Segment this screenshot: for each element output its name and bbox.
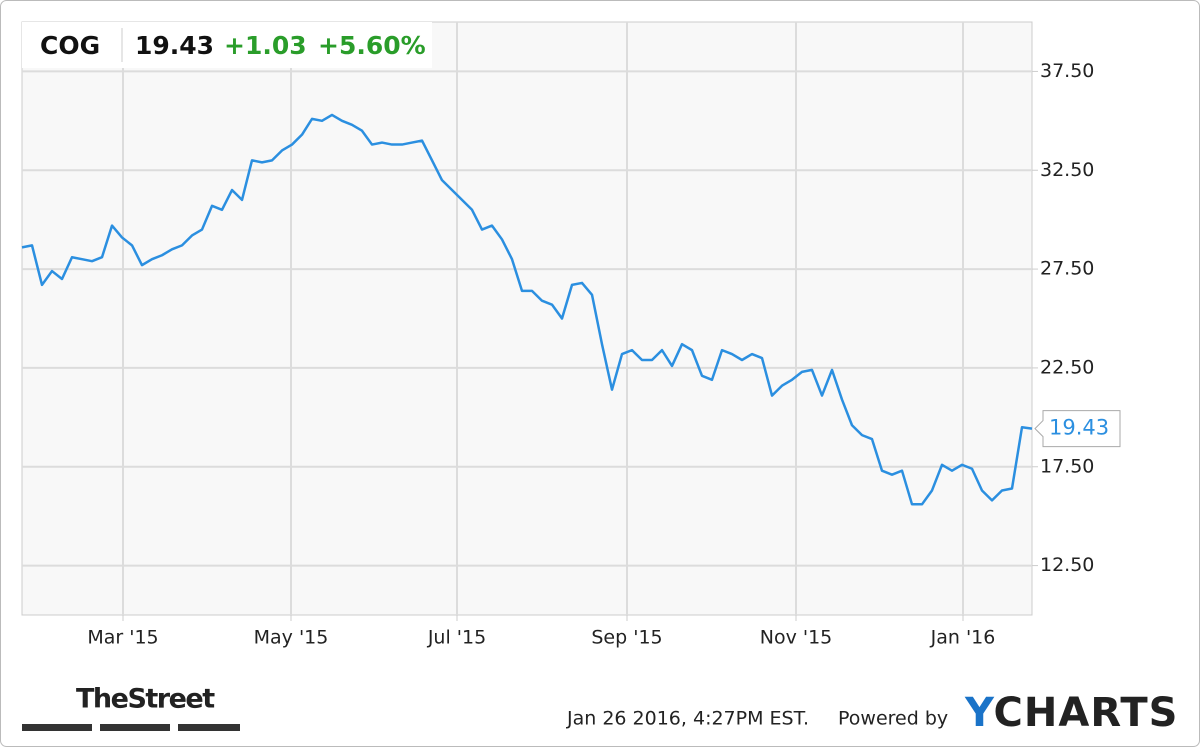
header-box — [22, 22, 432, 68]
y-tick-label: 17.50 — [1040, 455, 1094, 477]
y-tick-label: 22.50 — [1040, 356, 1094, 378]
price: 19.43 — [135, 31, 214, 60]
timestamp: Jan 26 2016, 4:27PM EST. — [566, 708, 809, 730]
brand-bar — [100, 724, 170, 731]
ticker: COG — [40, 31, 100, 60]
y-tick-label: 32.50 — [1040, 159, 1094, 181]
x-tick-label: Jan '16 — [930, 627, 996, 649]
plot-area — [21, 21, 1033, 616]
brand-bar — [178, 724, 240, 731]
x-tick-label: Nov '15 — [760, 627, 833, 649]
price-line — [21, 113, 1033, 506]
y-tick-label: 37.50 — [1040, 60, 1094, 82]
x-tick-label: Sep '15 — [591, 627, 662, 649]
x-tick-label: Mar '15 — [87, 627, 158, 649]
last-value-label: 19.43 — [1049, 416, 1109, 440]
last-value-callout — [1034, 410, 1121, 448]
brand: TheStreet — [76, 684, 215, 715]
y-tick-label: 12.50 — [1040, 554, 1094, 576]
brand-bar — [22, 724, 92, 731]
x-tick-label: May '15 — [254, 627, 329, 649]
x-tick-label: Jul '15 — [427, 627, 486, 649]
y-tick-label: 27.50 — [1040, 258, 1094, 280]
logo: YCHARTS — [965, 690, 1179, 736]
change: +1.03 — [224, 31, 307, 60]
change-percent: +5.60% — [318, 31, 426, 60]
powered-by: Powered by — [838, 708, 948, 730]
